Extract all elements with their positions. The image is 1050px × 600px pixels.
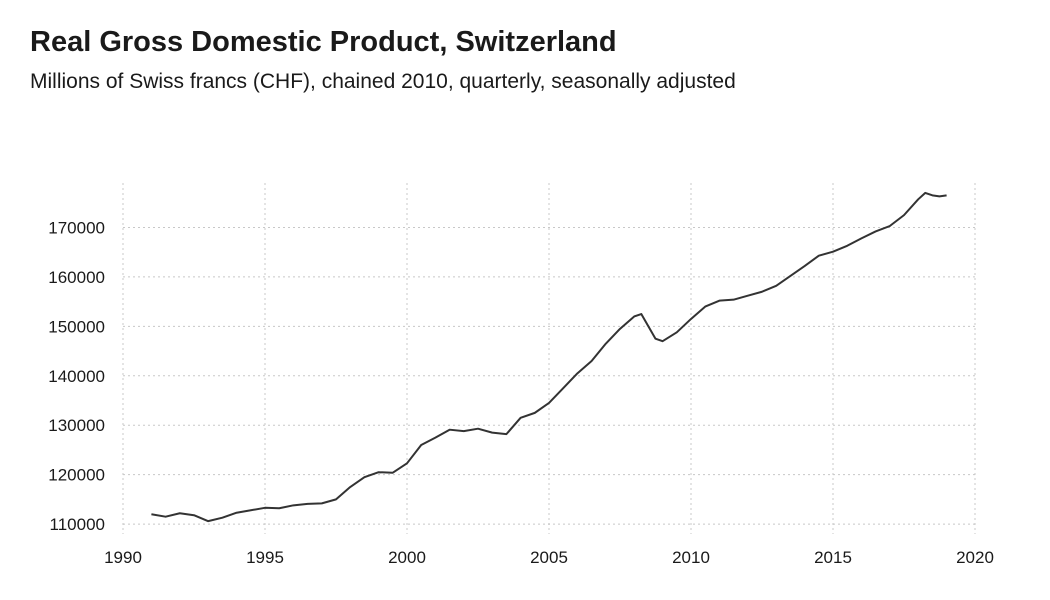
y-tick-label-6: 170000	[48, 218, 105, 237]
y-tick-label-4: 150000	[48, 317, 105, 336]
series-group	[151, 191, 947, 523]
y-tick-label-1: 120000	[48, 466, 105, 485]
x-tick-label-3: 2005	[530, 548, 568, 567]
x-axis: 1990 1995 2000 2005 2010 2015 2020	[104, 548, 994, 567]
y-tick-label-5: 160000	[48, 268, 105, 287]
x-tick-label-0: 1990	[104, 548, 142, 567]
x-tick-label-6: 2020	[956, 548, 994, 567]
chart-title: Real Gross Domestic Product, Switzerland	[30, 26, 617, 58]
y-tick-label-3: 140000	[48, 367, 105, 386]
y-tick-label-0: 110000	[50, 515, 105, 534]
x-tick-label-5: 2015	[814, 548, 852, 567]
series-line-0	[151, 191, 947, 523]
x-tick-label-2: 2000	[388, 548, 426, 567]
chart-subtitle: Millions of Swiss francs (CHF), chained …	[30, 70, 736, 93]
x-tick-label-1: 1995	[246, 548, 284, 567]
x-tick-label-4: 2010	[672, 548, 710, 567]
y-axis: 110000 120000 130000 140000 150000 160000 1700…	[48, 218, 105, 534]
y-tick-label-2: 130000	[48, 416, 105, 435]
y-gridlines	[123, 226, 975, 525]
x-gridlines	[122, 183, 976, 534]
